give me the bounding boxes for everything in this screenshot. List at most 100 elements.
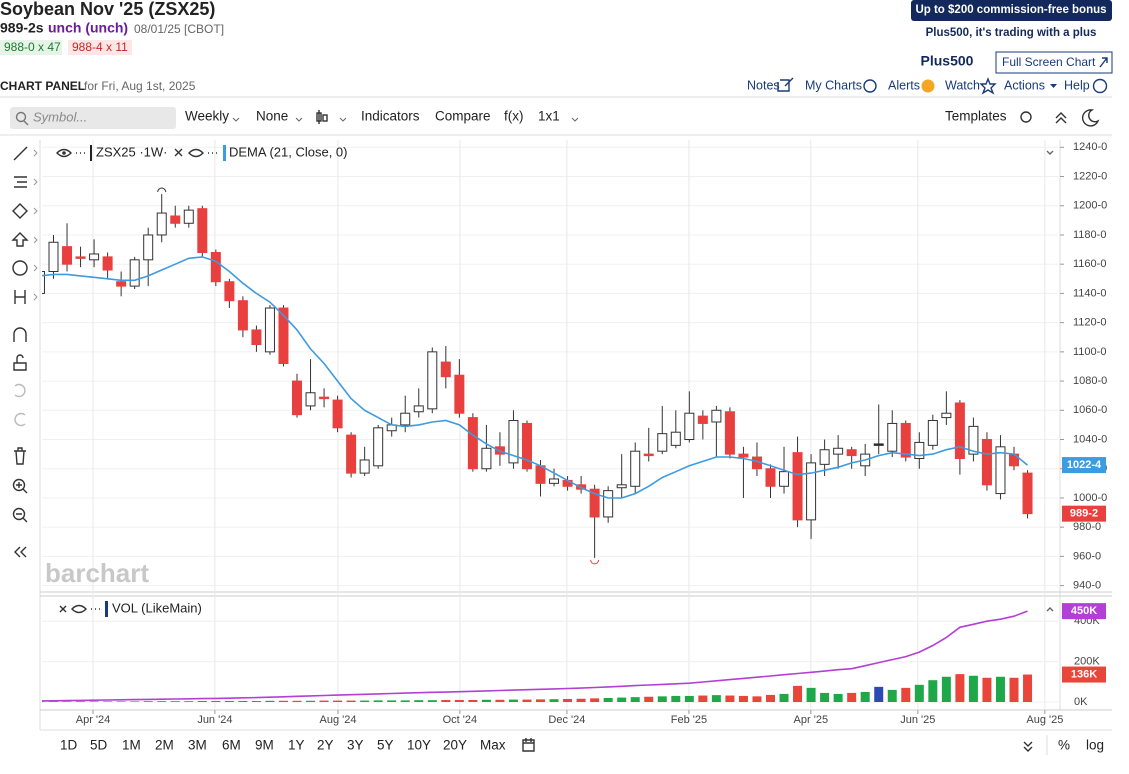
- nav-item[interactable]: Watch: [945, 78, 980, 92]
- volume-bar: [76, 701, 86, 702]
- symbol-title: Soybean Nov '25 (ZSX25): [0, 0, 215, 19]
- volume-bar: [116, 701, 126, 702]
- volume-bar: [657, 696, 667, 702]
- tool-zoom-out[interactable]: [12, 507, 26, 521]
- candle-body: [102, 256, 113, 271]
- volume-bar: [157, 701, 167, 702]
- collapse-icon[interactable]: [1055, 112, 1067, 124]
- period-button[interactable]: 1Y: [288, 738, 305, 753]
- bid: 988-0 x 47: [4, 40, 61, 54]
- candle-body: [116, 281, 127, 287]
- candle-body: [589, 488, 600, 518]
- nav-item[interactable]: Actions: [1004, 78, 1045, 92]
- tool-zoom-in[interactable]: [16, 482, 28, 494]
- nav-item[interactable]: Alerts: [888, 78, 920, 92]
- nav-item[interactable]: Help: [1064, 78, 1090, 92]
- y-tick-label: 1200-0: [1073, 200, 1107, 212]
- period-bar: 1D 5D 1M 2M 3M 6M 9M 1Y 2Y 3Y 5Y 10Y 20Y Max: [60, 738, 506, 753]
- nav-item[interactable]: Notes: [747, 78, 780, 92]
- x-tick-label: Aug '25: [1026, 714, 1063, 726]
- ask-box: [68, 40, 132, 55]
- tool-undo[interactable]: [14, 383, 26, 398]
- volume-bar: [847, 692, 857, 702]
- candle-body: [521, 422, 532, 470]
- tool-zoom-in[interactable]: [12, 478, 26, 492]
- toolbar-item[interactable]: Compare: [435, 109, 491, 124]
- theme-icon[interactable]: [1081, 109, 1100, 127]
- pane-menu[interactable]: [1046, 150, 1054, 155]
- volume-bar: [874, 686, 884, 702]
- pane-menu[interactable]: [1046, 607, 1054, 612]
- x-tick-label: Dec '24: [548, 714, 585, 726]
- candle-body: [643, 453, 654, 457]
- volume-bar: [549, 699, 559, 702]
- candle-body: [927, 420, 938, 446]
- tool-shape[interactable]: [12, 203, 28, 219]
- y-tick-label: 1100-0: [1073, 346, 1106, 358]
- scroll-icon[interactable]: [1023, 741, 1033, 752]
- toolbar-item[interactable]: Indicators: [361, 109, 420, 124]
- tool-expanders: [33, 149, 38, 301]
- tool-redo[interactable]: [14, 412, 26, 427]
- period-button[interactable]: Max: [480, 738, 506, 753]
- period-button[interactable]: 6M: [222, 738, 241, 753]
- period-button[interactable]: 1M: [122, 738, 141, 753]
- toolbar-item[interactable]: f(x): [504, 109, 524, 124]
- volume-bar: [346, 700, 356, 702]
- period-button[interactable]: 10Y: [407, 738, 431, 753]
- period-button[interactable]: 20Y: [443, 738, 467, 753]
- symbol-input[interactable]: [10, 107, 176, 129]
- eye-icon[interactable]: [56, 148, 72, 158]
- x-tick-label: Jun '24: [197, 714, 232, 726]
- x-tick-label: Oct '24: [443, 714, 478, 726]
- tool-delete[interactable]: [14, 447, 26, 465]
- period-button[interactable]: 9M: [255, 738, 274, 753]
- toolbar-item[interactable]: Weekly: [185, 109, 229, 124]
- period-button[interactable]: 5D: [90, 738, 108, 753]
- calendar-icon[interactable]: [522, 738, 535, 752]
- period-button[interactable]: 5Y: [377, 738, 394, 753]
- eye-icon[interactable]: [71, 604, 87, 614]
- nav-item[interactable]: My Charts: [805, 78, 862, 92]
- eye-icon[interactable]: [188, 148, 204, 158]
- volume-bar: [197, 700, 207, 702]
- toolbar-item[interactable]: None: [256, 109, 288, 124]
- ad-banner[interactable]: [911, 0, 1112, 21]
- volume-bar: [738, 695, 748, 702]
- remove-icon[interactable]: [59, 605, 67, 613]
- tool-fib[interactable]: [14, 176, 27, 188]
- period-button[interactable]: 2M: [155, 738, 174, 753]
- high-marker: [157, 187, 167, 193]
- period-button[interactable]: 1D: [60, 738, 78, 753]
- tool-zoom-out[interactable]: [16, 513, 28, 523]
- percent-toggle[interactable]: %: [1058, 738, 1070, 753]
- full-screen-button[interactable]: [995, 51, 1113, 74]
- candle-body: [630, 450, 641, 487]
- toolbar-item[interactable]: 1x1: [538, 109, 560, 124]
- candle-body: [535, 465, 546, 484]
- tool-arrow[interactable]: [11, 232, 29, 247]
- candle-body: [454, 374, 465, 414]
- tool-measure[interactable]: [14, 290, 26, 304]
- period-button[interactable]: 3M: [188, 738, 207, 753]
- period-button[interactable]: 3Y: [347, 738, 364, 753]
- candle-body: [237, 300, 248, 331]
- tool-marker[interactable]: [12, 260, 28, 276]
- tool-lock[interactable]: [13, 354, 27, 371]
- price-legend: ZSX25 ·1W· DEMA (21, Close, 0): [56, 144, 1054, 161]
- remove-icon[interactable]: [174, 148, 183, 157]
- period-button[interactable]: 2Y: [317, 738, 334, 753]
- price-tag-label: 989-2: [1070, 508, 1098, 520]
- panel-subtitle: for Fri, Aug 1st, 2025: [84, 79, 196, 93]
- volume-bar: [481, 699, 491, 702]
- settings-icon[interactable]: [1020, 111, 1032, 123]
- price-tag: [1062, 666, 1106, 683]
- price-tag-label: 450K: [1071, 605, 1097, 617]
- tool-magnet[interactable]: [13, 327, 27, 342]
- log-toggle[interactable]: log: [1086, 738, 1104, 753]
- volume-bar: [698, 695, 708, 702]
- tool-collapse[interactable]: [14, 546, 27, 558]
- price-change: unch (unch): [48, 20, 128, 36]
- tool-line[interactable]: [13, 146, 28, 161]
- templates-button[interactable]: Templates: [945, 109, 1007, 124]
